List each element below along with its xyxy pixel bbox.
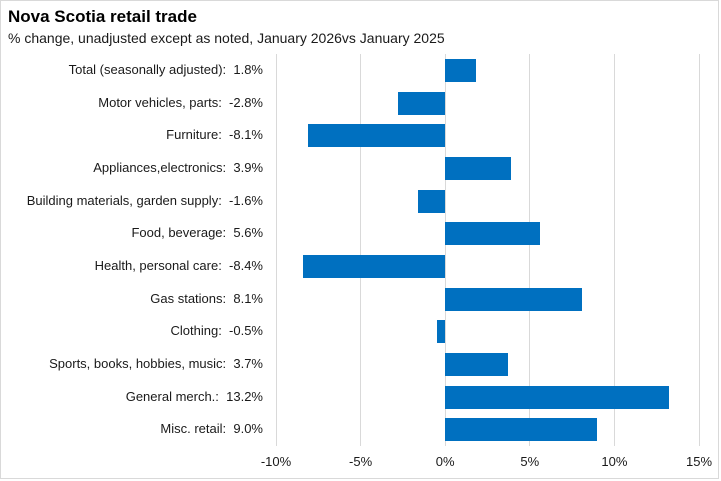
chart-subtitle: % change, unadjusted except as noted, Ja… [8,30,445,46]
gridline [698,54,700,446]
x-tick-label: 10% [601,454,628,469]
x-tick-label: -5% [349,454,373,469]
x-tick-label: 0% [435,454,455,469]
category-label: Food, beverage: 5.6% [131,225,263,241]
bar [445,156,512,180]
category-label: Motor vehicles, parts: -2.8% [98,94,263,110]
gridline [275,54,277,446]
bar [308,124,446,148]
bar [445,58,476,82]
plot-area [275,54,700,446]
bar [445,287,583,311]
category-label: Furniture: -8.1% [166,127,263,143]
bar [418,189,446,213]
bar [397,91,446,115]
chart-header: Nova Scotia retail trade % change, unadj… [8,7,445,47]
bar [445,352,508,376]
category-label: Health, personal care: -8.4% [94,258,263,273]
gridline [444,54,446,446]
gridline [529,54,531,446]
gridline [360,54,362,446]
category-label: Gas stations: 8.1% [150,290,263,306]
x-tick-label: 5% [520,454,540,469]
category-label: Total (seasonally adjusted): 1.8% [68,62,263,77]
category-label: Appliances,electronics: 3.9% [93,160,263,175]
category-label: General merch.: 13.2% [125,388,263,404]
bar [445,418,598,442]
gridline [613,54,615,446]
bar [436,320,446,344]
category-label: Building materials, garden supply: -1.6% [26,192,263,208]
x-tick-label: -10% [260,454,292,469]
bar [303,254,446,278]
bar [445,222,540,246]
category-label: Sports, books, hobbies, music: 3.7% [49,356,263,371]
category-label: Misc. retail: 9.0% [160,421,263,437]
category-label: Clothing: -0.5% [170,323,264,339]
chart-title: Nova Scotia retail trade [8,7,197,26]
x-tick-label: 15% [685,454,713,469]
bar [445,385,669,409]
